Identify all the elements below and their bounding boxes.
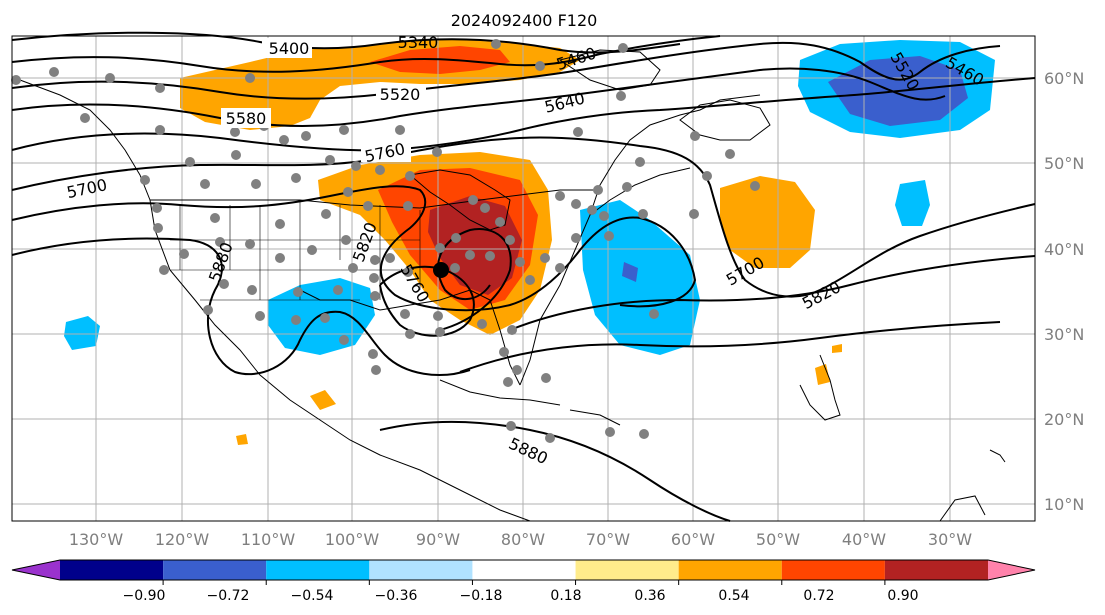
lat-label: 10°N <box>1044 495 1084 514</box>
colorbar-segment <box>884 560 988 580</box>
lon-label: 90°W <box>416 530 460 549</box>
colorbar-ticks: −0.90 −0.72 −0.54 −0.36 −0.18 0.18 0.36 … <box>123 588 919 604</box>
map-title: 2024092400 F120 <box>451 11 598 30</box>
colorbar <box>11 559 1036 585</box>
colorbar-tick-label: 0.54 <box>718 588 749 604</box>
latitude-labels: 60°N 50°N 40°N 30°N 20°N 10°N <box>1044 69 1084 514</box>
anomaly-shading <box>64 40 995 445</box>
lon-label: 70°W <box>586 530 630 549</box>
colorbar-tick-label: 0.18 <box>550 588 581 604</box>
colorbar-segment <box>60 560 164 580</box>
colorbar-segment <box>678 560 782 580</box>
colorbar-tick-label: −0.54 <box>291 588 334 604</box>
lon-label: 40°W <box>842 530 886 549</box>
contour-label: 5340 <box>398 33 439 52</box>
colorbar-segment <box>472 560 576 580</box>
colorbar-tick-label: −0.72 <box>207 588 250 604</box>
contour-label: 5580 <box>226 109 267 128</box>
highlight-station-marker <box>433 262 449 278</box>
colorbar-segment <box>575 560 679 580</box>
colorbar-tick-label: −0.90 <box>123 588 166 604</box>
lon-label: 60°W <box>671 530 715 549</box>
station-markers <box>11 39 760 443</box>
lat-label: 50°N <box>1044 154 1084 173</box>
colorbar-tick-label: −0.18 <box>460 588 503 604</box>
colorbar-extend-low <box>12 560 60 580</box>
lon-label: 120°W <box>155 530 210 549</box>
lon-label: 30°W <box>928 530 972 549</box>
map-frame <box>11 35 1036 522</box>
height-contours <box>11 31 1036 522</box>
lat-label: 40°N <box>1044 240 1084 259</box>
colorbar-segment <box>781 560 885 580</box>
map-panel: 5400 5340 5460 5520 5580 5640 5520 5460 … <box>11 31 1036 522</box>
lat-label: 30°N <box>1044 325 1084 344</box>
lat-label: 20°N <box>1044 410 1084 429</box>
lon-label: 130°W <box>69 530 124 549</box>
contour-label: 5520 <box>380 85 421 104</box>
colorbar-segment <box>163 560 267 580</box>
lon-label: 80°W <box>501 530 545 549</box>
lon-label: 50°W <box>756 530 800 549</box>
colorbar-outline <box>11 559 1036 581</box>
colorbar-tick-label: 0.90 <box>887 588 918 604</box>
colorbar-tick-label: −0.36 <box>375 588 418 604</box>
colorbar-extend-high <box>988 560 1035 580</box>
state-borders <box>170 200 421 301</box>
contour-label: 5400 <box>269 39 310 58</box>
lon-label: 100°W <box>325 530 380 549</box>
colorbar-segment <box>369 560 473 580</box>
lon-label: 110°W <box>241 530 296 549</box>
colorbar-segment <box>266 560 370 580</box>
lat-label: 60°N <box>1044 69 1084 88</box>
colorbar-tick-label: 0.36 <box>634 588 665 604</box>
colorbar-tick-label: 0.72 <box>803 588 834 604</box>
longitude-labels: 130°W 120°W 110°W 100°W 90°W 80°W 70°W 6… <box>69 530 972 549</box>
